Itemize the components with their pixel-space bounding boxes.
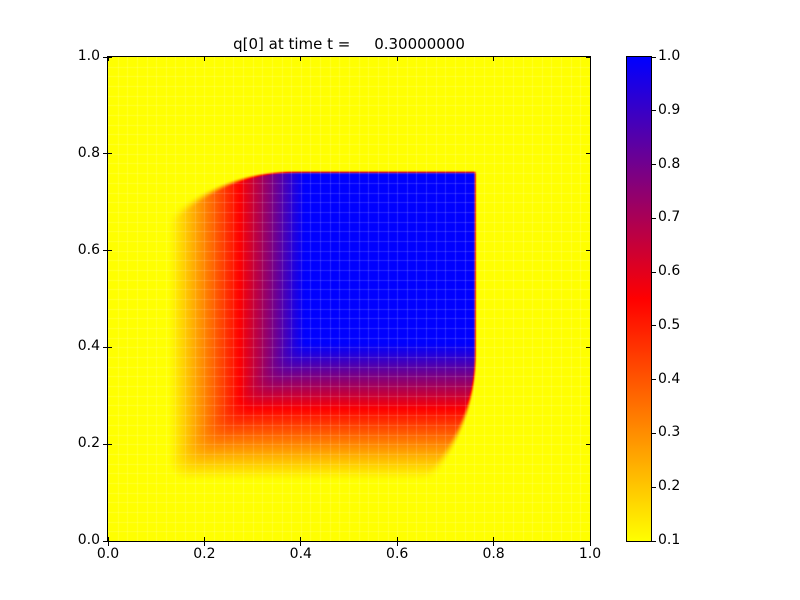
x-axis-tick	[203, 537, 205, 541]
colorbar-tick-label: 0.5	[658, 316, 681, 333]
y-axis-tick-label: 0.6	[77, 241, 100, 258]
x-axis-tick	[107, 57, 109, 61]
colorbar-tick	[652, 379, 656, 381]
heatmap-canvas	[108, 57, 590, 541]
colorbar-gradient	[627, 57, 651, 541]
y-axis-tick	[586, 346, 590, 348]
colorbar-tick	[652, 217, 656, 219]
colorbar-tick-label: 0.9	[658, 101, 681, 118]
x-axis-tick	[300, 542, 302, 546]
x-axis-tick	[589, 542, 591, 546]
colorbar-tick-label: 0.4	[658, 370, 681, 387]
x-axis-tick	[107, 542, 109, 546]
x-axis-tick	[493, 542, 495, 546]
colorbar-tick	[652, 56, 656, 58]
x-axis-tick-label: 1.0	[578, 546, 602, 562]
y-axis-tick	[103, 443, 107, 445]
y-axis-tick	[586, 540, 590, 542]
x-axis-tick	[107, 537, 109, 541]
colorbar	[626, 56, 652, 542]
colorbar-tick-label: 1.0	[658, 48, 681, 64]
colorbar-tick-label: 0.1	[658, 532, 681, 548]
y-axis-tick-label: 1.0	[77, 48, 100, 64]
x-axis-tick-label: 0.8	[482, 546, 505, 562]
x-axis-tick	[589, 537, 591, 541]
colorbar-tick	[652, 271, 656, 273]
colorbar-tick-label: 0.6	[658, 263, 681, 280]
y-axis-tick	[586, 250, 590, 252]
x-axis-tick	[203, 57, 205, 61]
y-axis-tick	[108, 250, 112, 252]
x-axis-tick	[396, 537, 398, 541]
colorbar-tick	[652, 325, 656, 327]
y-axis-tick	[103, 540, 107, 542]
colorbar-tick	[652, 432, 656, 434]
y-axis-tick-label: 0.8	[77, 144, 100, 161]
y-axis-tick	[108, 56, 112, 58]
x-axis-tick-label: 0.6	[386, 546, 409, 562]
colorbar-tick-label: 0.7	[658, 209, 681, 226]
x-axis-tick	[396, 57, 398, 61]
plot-area	[107, 56, 591, 542]
y-axis-tick-label: 0.4	[77, 338, 100, 355]
y-axis-tick	[103, 56, 107, 58]
x-axis-tick-label: 0.0	[96, 546, 120, 562]
colorbar-tick-label: 0.8	[658, 155, 681, 172]
x-axis-tick-label: 0.4	[289, 546, 312, 562]
colorbar-tick-label: 0.2	[658, 478, 681, 495]
y-axis-tick	[108, 153, 112, 155]
y-axis-tick	[586, 153, 590, 155]
y-axis-tick	[103, 153, 107, 155]
x-axis-tick	[493, 537, 495, 541]
x-axis-tick-label: 0.2	[193, 546, 216, 562]
y-axis-tick-label: 0.0	[77, 532, 100, 548]
colorbar-tick	[652, 540, 656, 542]
y-axis-tick	[108, 540, 112, 542]
x-axis-tick	[300, 57, 302, 61]
y-axis-tick-label: 0.2	[77, 435, 100, 452]
colorbar-tick	[652, 110, 656, 112]
y-axis-tick	[103, 250, 107, 252]
x-axis-tick	[203, 542, 205, 546]
x-axis-tick	[396, 542, 398, 546]
colorbar-tick	[652, 486, 656, 488]
x-axis-tick	[300, 537, 302, 541]
y-axis-tick	[586, 443, 590, 445]
colorbar-tick	[652, 164, 656, 166]
y-axis-tick	[108, 346, 112, 348]
plot-title: q[0] at time t = 0.30000000	[233, 35, 465, 53]
colorbar-tick-label: 0.3	[658, 424, 681, 441]
x-axis-tick	[493, 57, 495, 61]
y-axis-tick	[103, 346, 107, 348]
x-axis-tick	[589, 57, 591, 61]
y-axis-tick	[586, 56, 590, 58]
y-axis-tick	[108, 443, 112, 445]
